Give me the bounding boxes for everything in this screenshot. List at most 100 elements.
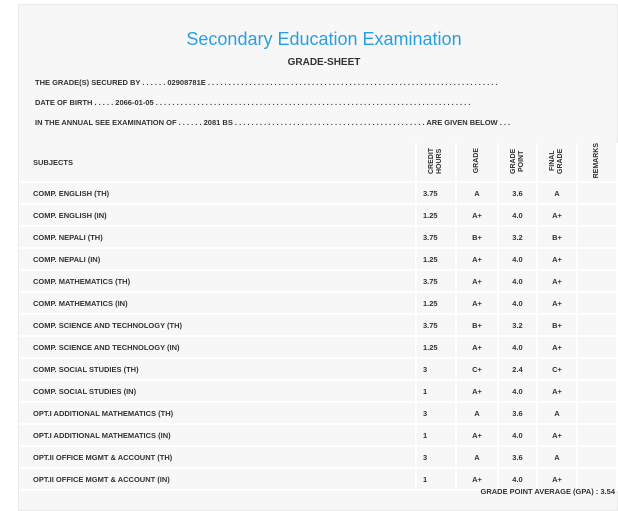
header-remarks: REMARKS <box>577 143 618 183</box>
final-grade-cell: A+ <box>537 468 578 491</box>
header-grade-point-text: GRADE POINT <box>509 148 525 174</box>
grade-point-cell: 4.0 <box>498 270 538 293</box>
grade-point-cell: 3.2 <box>498 226 538 249</box>
dob-value: 2066-01-05 <box>115 98 154 107</box>
grade-point-cell: 4.0 <box>498 336 538 359</box>
subject-cell: OPT.II OFFICE MGMT & ACCOUNT (IN) <box>19 468 417 491</box>
grade-cell: A+ <box>456 424 499 447</box>
dots: . . . . . . . . . . . . . . . . . . . . … <box>234 118 425 127</box>
grade-cell: B+ <box>456 226 499 249</box>
credit-cell: 3 <box>416 446 457 469</box>
grade-point-cell: 3.2 <box>498 314 538 337</box>
exam-year: 2081 BS <box>203 118 233 127</box>
remarks-cell <box>577 248 618 271</box>
exam-tail: ARE GIVEN BELOW . . . <box>426 118 511 127</box>
subject-cell: COMP. MATHEMATICS (IN) <box>19 292 417 315</box>
table-row: COMP. SCIENCE AND TECHNOLOGY (IN) 1.25 A+ 4… <box>19 336 618 359</box>
grade-cell: A+ <box>456 292 499 315</box>
final-grade-cell: A+ <box>537 292 578 315</box>
credit-cell: 1.25 <box>416 204 457 227</box>
grade-point-cell: 4.0 <box>498 468 538 491</box>
remarks-cell <box>577 292 618 315</box>
grade-point-cell: 4.0 <box>498 380 538 403</box>
final-grade-cell: A+ <box>537 270 578 293</box>
grade-point-cell: 2.4 <box>498 358 538 381</box>
grade-point-cell: 4.0 <box>498 204 538 227</box>
exam-label: IN THE ANNUAL SEE EXAMINATION OF . . . .… <box>35 118 202 127</box>
subject-cell: OPT.I ADDITIONAL MATHEMATICS (IN) <box>19 424 417 447</box>
table-row: COMP. MATHEMATICS (IN) 1.25 A+ 4.0 A+ <box>19 292 618 315</box>
subject-cell: COMP. SOCIAL STUDIES (IN) <box>19 380 417 403</box>
table-row: COMP. ENGLISH (TH) 3.75 A 3.6 A <box>19 182 618 205</box>
grade-point-cell: 4.0 <box>498 292 538 315</box>
credit-cell: 3.75 <box>416 182 457 205</box>
table-row: OPT.I ADDITIONAL MATHEMATICS (TH) 3 A 3.6 A <box>19 402 618 425</box>
final-grade-cell: B+ <box>537 314 578 337</box>
grade-cell: A <box>456 402 499 425</box>
grade-cell: A+ <box>456 468 499 491</box>
header-subjects: SUBJECTS <box>19 143 417 183</box>
gpa-line: GRADE POINT AVERAGE (GPA) : 3.54 <box>481 487 615 496</box>
header-final-grade: FINAL GRADE <box>537 143 578 183</box>
grade-cell: A+ <box>456 336 499 359</box>
grade-cell: A+ <box>456 248 499 271</box>
subject-cell: COMP. NEPALI (TH) <box>19 226 417 249</box>
table-row: OPT.II OFFICE MGMT & ACCOUNT (IN) 1 A+ 4.0 A… <box>19 468 618 491</box>
gpa-label: GRADE POINT AVERAGE (GPA) : <box>480 487 599 496</box>
grade-sheet-panel: Secondary Education Examination GRADE-SH… <box>18 4 618 511</box>
credit-cell: 1 <box>416 424 457 447</box>
header-grade-point: GRADE POINT <box>498 143 538 183</box>
grade-cell: A+ <box>456 204 499 227</box>
table-row: COMP. MATHEMATICS (TH) 3.75 A+ 4.0 A+ <box>19 270 618 293</box>
credit-cell: 3.75 <box>416 314 457 337</box>
subject-cell: COMP. ENGLISH (IN) <box>19 204 417 227</box>
subject-cell: COMP. NEPALI (IN) <box>19 248 417 271</box>
dots: . . . . . . . . . . . . . . . . . . . . … <box>155 98 471 107</box>
header-grade: GRADE <box>456 143 499 183</box>
sheet-subtitle: GRADE-SHEET <box>287 57 361 68</box>
header-credit-hours: CREDIT HOURS <box>416 143 457 183</box>
subject-cell: OPT.II OFFICE MGMT & ACCOUNT (TH) <box>19 446 417 469</box>
grade-point-cell: 3.6 <box>498 182 538 205</box>
symbol-number: 02908781E <box>167 78 206 87</box>
subject-cell: OPT.I ADDITIONAL MATHEMATICS (TH) <box>19 402 417 425</box>
remarks-cell <box>577 226 618 249</box>
dob-label: DATE OF BIRTH . . . . . <box>35 98 114 107</box>
header-credit-hours-text: CREDIT HOURS <box>428 147 443 175</box>
remarks-cell <box>577 468 618 491</box>
remarks-cell <box>577 314 618 337</box>
subject-cell: COMP. SCIENCE AND TECHNOLOGY (IN) <box>19 336 417 359</box>
remarks-cell <box>577 358 618 381</box>
grade-point-cell: 3.6 <box>498 402 538 425</box>
remarks-cell <box>577 270 618 293</box>
final-grade-cell: A+ <box>537 204 578 227</box>
table-row: COMP. ENGLISH (IN) 1.25 A+ 4.0 A+ <box>19 204 618 227</box>
table-row: COMP. NEPALI (IN) 1.25 A+ 4.0 A+ <box>19 248 618 271</box>
exam-title: Secondary Education Examination <box>186 29 462 49</box>
table-row: COMP. SOCIAL STUDIES (TH) 3 C+ 2.4 C+ <box>19 358 618 381</box>
table-row: COMP. SCIENCE AND TECHNOLOGY (TH) 3.75 B+ 3… <box>19 314 618 337</box>
table-row: COMP. SOCIAL STUDIES (IN) 1 A+ 4.0 A+ <box>19 380 618 403</box>
subject-cell: COMP. SOCIAL STUDIES (TH) <box>19 358 417 381</box>
credit-cell: 1 <box>416 468 457 491</box>
gpa-value: 3.54 <box>600 487 615 496</box>
grade-cell: A+ <box>456 380 499 403</box>
table-row: COMP. NEPALI (TH) 3.75 B+ 3.2 B+ <box>19 226 618 249</box>
grade-point-cell: 4.0 <box>498 424 538 447</box>
credit-cell: 1.25 <box>416 336 457 359</box>
credit-cell: 1 <box>416 380 457 403</box>
secured-by-label: THE GRADE(S) SECURED BY . . . . . . <box>35 78 166 87</box>
exam-line: IN THE ANNUAL SEE EXAMINATION OF . . . .… <box>35 118 510 127</box>
grade-cell: A+ <box>456 270 499 293</box>
remarks-cell <box>577 446 618 469</box>
dob-line: DATE OF BIRTH . . . . . 2066-01-05 . . .… <box>35 98 470 107</box>
final-grade-cell: A+ <box>537 336 578 359</box>
grade-point-cell: 3.6 <box>498 446 538 469</box>
subject-cell: COMP. SCIENCE AND TECHNOLOGY (TH) <box>19 314 417 337</box>
credit-cell: 1.25 <box>416 248 457 271</box>
final-grade-cell: A+ <box>537 380 578 403</box>
remarks-cell <box>577 424 618 447</box>
grade-cell: A <box>456 182 499 205</box>
table-header-row: SUBJECTS CREDIT HOURS GRADE GRADE POINT … <box>19 143 618 183</box>
remarks-cell <box>577 182 618 205</box>
